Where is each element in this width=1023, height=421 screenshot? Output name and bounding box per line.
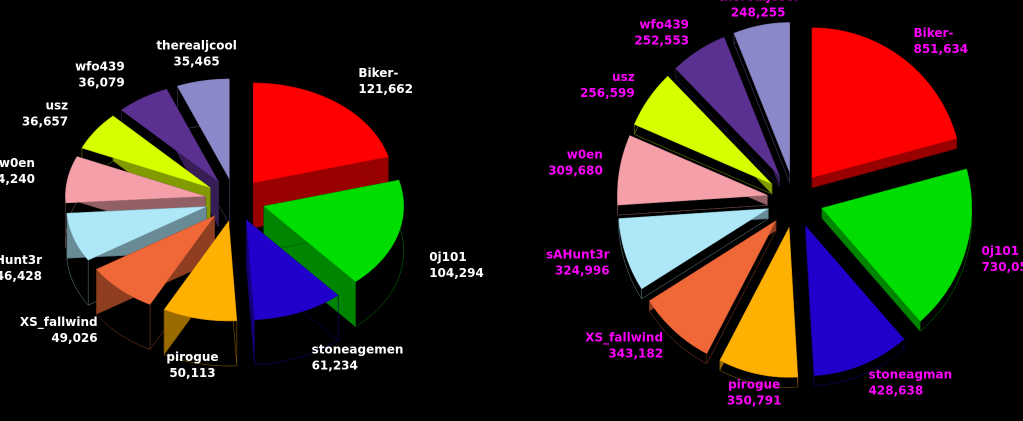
slice-label: Biker-: [358, 66, 398, 80]
slice-label: wfo439: [75, 59, 125, 73]
slice-label: w0en: [0, 156, 35, 170]
slice: [811, 27, 958, 179]
slice: [821, 168, 973, 322]
slice-label: XS_fallwind: [585, 331, 663, 346]
slice: [246, 219, 339, 320]
slice: [66, 206, 207, 261]
slice: [263, 179, 404, 283]
slice-value-label: 49,026: [51, 331, 97, 345]
slice-label: pirogue: [166, 350, 218, 364]
slice-label: stoneagman: [869, 368, 953, 382]
slice-label: Biker-: [913, 26, 953, 40]
slice: [163, 220, 238, 322]
slice-value-label: 36,079: [78, 75, 124, 89]
slice: [634, 75, 773, 185]
slice: [252, 82, 389, 184]
slice: [648, 219, 777, 355]
slice-value-label: 121,662: [358, 82, 413, 96]
slice-label: therealjcool: [718, 0, 799, 4]
slice-value-label: 851,634: [913, 42, 968, 56]
slice-label: XS_fallwind: [20, 315, 98, 330]
slice-value-label: 343,182: [608, 347, 663, 361]
slice-value-label: 309,680: [548, 164, 603, 178]
slice-label: sAHunt3r: [0, 253, 42, 267]
slice-value-label: 428,638: [869, 384, 924, 398]
slice: [675, 36, 781, 177]
slice-value-label: 44,240: [0, 172, 35, 186]
slice-label: wfo439: [639, 17, 689, 31]
slice-value-label: 350,791: [727, 394, 782, 408]
slice-label: w0en: [567, 148, 603, 162]
slice: [733, 22, 790, 173]
slice-value-label: 104,294: [429, 266, 484, 280]
slice: [95, 215, 216, 305]
slice: [617, 135, 768, 206]
slice: [176, 78, 230, 180]
slice-label: stoneagemen: [312, 342, 404, 356]
slice: [719, 226, 799, 378]
slice: [805, 225, 905, 376]
slice: [618, 208, 769, 290]
slice: [120, 88, 219, 183]
slice-value-label: 730,058: [982, 260, 1023, 274]
slice-label: 0j101: [982, 244, 1020, 258]
slice-value-label: 248,255: [731, 6, 786, 20]
slice-value-label: 46,428: [0, 269, 42, 283]
slice: [81, 115, 211, 189]
slice: [65, 156, 206, 204]
slice-value-label: 36,657: [22, 114, 68, 128]
slice-label: usz: [612, 70, 635, 84]
slice-label: sAHunt3r: [546, 247, 610, 261]
slice-value-label: 35,465: [173, 55, 219, 69]
slice-label: usz: [45, 98, 68, 112]
slice-value-label: 324,996: [555, 263, 610, 277]
slice-value-label: 252,553: [634, 33, 689, 47]
slice-label: therealjcool: [156, 39, 237, 53]
slice-label: pirogue: [728, 378, 780, 392]
slice-value-label: 256,599: [580, 86, 635, 100]
slice-value-label: 50,113: [169, 366, 215, 380]
slice-value-label: 61,234: [312, 358, 358, 372]
slice-label: 0j101: [429, 250, 467, 264]
